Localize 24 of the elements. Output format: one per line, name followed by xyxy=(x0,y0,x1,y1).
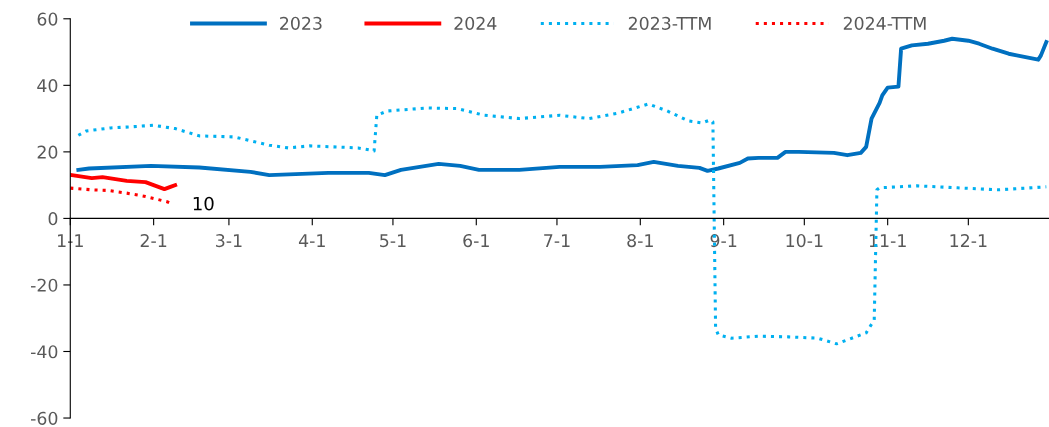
y-tick-label: -20 xyxy=(30,278,58,292)
x-tick-label: 12-1 xyxy=(950,233,987,247)
y-tick-label: 60 xyxy=(37,12,58,26)
legend-label: 2024-TTM xyxy=(843,16,926,30)
legend-label: 2023-TTM xyxy=(628,16,711,30)
x-tick-label: 3-1 xyxy=(216,233,242,248)
y-tick-label: -60 xyxy=(30,411,58,425)
y-tick-label: 40 xyxy=(37,79,58,93)
y-tick-label: 20 xyxy=(37,145,58,159)
y-tick-label: -40 xyxy=(30,345,58,359)
x-tick-label: 4-1 xyxy=(298,234,325,247)
x-tick-label: 6-1 xyxy=(463,233,489,248)
annotation: 10 xyxy=(193,196,214,211)
line-series xyxy=(70,172,178,192)
x-tick-label: 9-1 xyxy=(710,233,737,248)
x-tick-label: 11-1 xyxy=(869,234,906,247)
legend-label: 2024 xyxy=(454,16,497,30)
x-tick-label: 7-1 xyxy=(544,234,570,247)
y-tick-label: 0 xyxy=(48,212,58,226)
x-tick-label: 8-1 xyxy=(627,233,653,248)
x-tick-label: 2-1 xyxy=(140,233,167,247)
x-tick-label: 5-1 xyxy=(380,234,406,248)
x-tick-label: 10-1 xyxy=(786,233,823,248)
legend-label: 2023 xyxy=(280,16,322,30)
